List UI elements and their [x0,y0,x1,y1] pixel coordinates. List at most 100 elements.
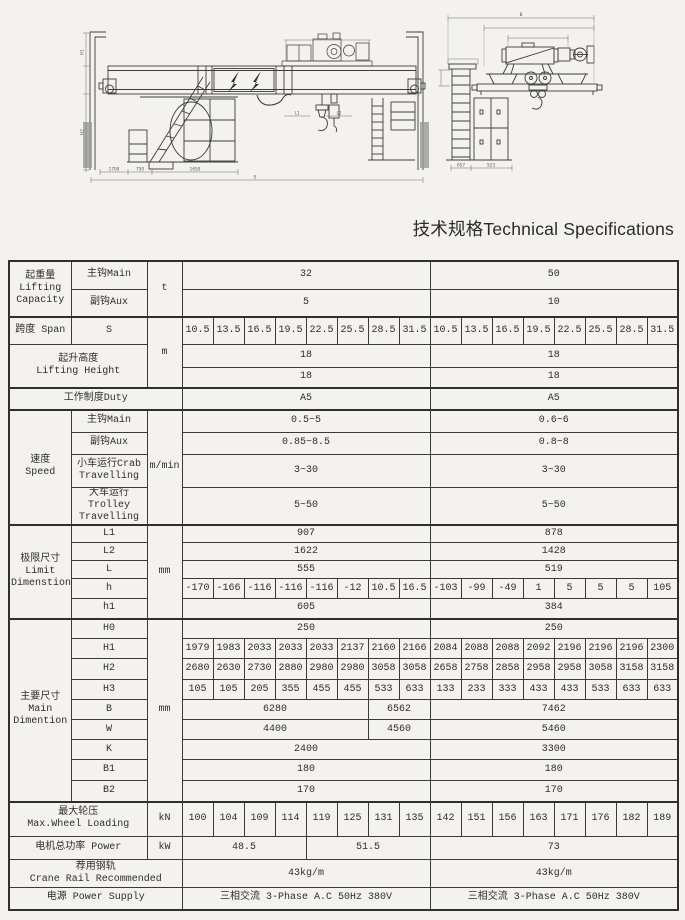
row-label-speed: 速度 Speed [8,409,72,525]
value-cell: 31.5 [398,316,431,345]
value-cell: 2196 [615,638,648,659]
value-cell: 176 [584,800,617,837]
unit-cell: kW [146,836,183,860]
value-cell: -103 [429,578,462,599]
unit-cell: t [146,260,183,318]
value-cell: 605 [181,598,431,619]
value-cell: 0.5~5 [181,409,431,433]
row-label: L2 [70,542,148,561]
value-cell: -166 [212,578,245,599]
value-cell: 105 [181,679,214,700]
value-cell: 43kg/m [429,859,679,888]
row-label: B1 [70,759,148,781]
value-cell: 433 [553,679,586,700]
value-cell: 2400 [181,739,431,760]
spec-table-body: 起重量 Lifting Capacity 主钩Main t 32 50 副钩Aux 5 10 跨… [8,260,679,910]
value-cell: 100 [181,800,214,837]
value-cell: 3158 [615,658,648,680]
value-cell: 333 [491,679,524,700]
value-cell: 3158 [646,658,679,680]
value-cell: 384 [429,598,679,619]
row-label: B [70,699,148,720]
value-cell: 2630 [212,658,245,680]
value-cell: 519 [429,560,679,579]
value-cell: 18 [429,366,679,389]
value-cell: 2958 [522,658,555,680]
end-view-dim-label: 657 [457,163,465,168]
value-cell: -170 [181,578,214,599]
side-view-dimensions [83,32,424,183]
row-label-main-dimension: 主要尺寸 Main Dimention [8,617,72,802]
row-label-duty: 工作制度Duty [8,387,183,411]
value-cell: 2137 [336,638,369,659]
page-title: 技术规格Technical Specifications [413,216,674,241]
value-cell: A5 [181,387,431,411]
row-label-limit-dimension: 极限尺寸 Limit Dimenstion [8,523,72,619]
row-label: B2 [70,780,148,802]
value-cell: 250 [429,617,679,639]
value-cell: 2088 [491,638,524,659]
value-cell: 1983 [212,638,245,659]
row-label-aux-hook: 副钩Aux [70,288,148,318]
value-cell: 6280 [181,699,369,720]
height-dim-label-1: H1 [80,49,85,55]
value-cell: 205 [243,679,276,700]
value-cell: 10.5 [367,578,400,599]
value-cell: 2880 [274,658,307,680]
row-label: H3 [70,679,148,700]
value-cell: 73 [429,836,679,860]
row-label-lifting-height: 起升高度 Lifting Height [8,343,148,389]
value-cell: 189 [646,800,679,837]
unit-cell: kN [146,800,183,837]
crane-end-view-drawing [446,42,603,161]
row-label: W [70,719,148,740]
value-cell: 5 [553,578,586,599]
crane-technical-drawing: 1700 750 1650 S L1 L2 H1 H2 [80,12,603,183]
value-cell: 1622 [181,542,431,561]
value-cell: 109 [243,800,276,837]
value-cell: 32 [181,260,431,290]
value-cell: 18 [181,366,431,389]
value-cell: 104 [212,800,245,837]
value-cell: 19.5 [522,316,555,345]
value-cell: 633 [615,679,648,700]
value-cell: -116 [243,578,276,599]
unit-cell: mm [146,617,183,802]
value-cell: -116 [274,578,307,599]
spec-table: 起重量 Lifting Capacity 主钩Main t 32 50 副钩Aux 5 10 跨… [8,260,680,911]
row-label-power-supply: 电源 Power Supply [8,887,183,910]
spec-table-wrapper: 起重量 Lifting Capacity 主钩Main t 32 50 副钩Aux 5 10 跨… [8,260,680,911]
row-label: 副钩Aux [70,431,148,455]
value-cell: 3~30 [429,453,679,488]
value-cell: 三相交流 3-Phase A.C 50Hz 380V [181,887,431,910]
value-cell: 5 [615,578,648,599]
value-cell: 2680 [181,658,214,680]
value-cell: 4560 [367,719,431,740]
row-label: L [70,560,148,579]
hook-limit-label-2: L2 [337,111,342,116]
value-cell: 16.5 [491,316,524,345]
value-cell: 16.5 [243,316,276,345]
value-cell: 5~50 [181,486,431,525]
value-cell: 5~50 [429,486,679,525]
value-cell: 455 [305,679,338,700]
value-cell: 5 [584,578,617,599]
value-cell: 18 [181,343,431,368]
value-cell: 28.5 [615,316,648,345]
value-cell: 233 [460,679,493,700]
value-cell: 151 [460,800,493,837]
value-cell: 19.5 [274,316,307,345]
value-cell: 1979 [181,638,214,659]
row-label-crane-rail: 荐用钢轨 Crane Rail Recommended [8,859,183,888]
value-cell: 533 [367,679,400,700]
unit-cell: mm [146,523,183,619]
value-cell: A5 [429,387,679,411]
value-cell: 355 [274,679,307,700]
row-label: h1 [70,598,148,619]
value-cell: 2758 [460,658,493,680]
value-cell: 878 [429,523,679,543]
value-cell: 2980 [336,658,369,680]
value-cell: 455 [336,679,369,700]
value-cell: 2033 [305,638,338,659]
value-cell: 31.5 [646,316,679,345]
